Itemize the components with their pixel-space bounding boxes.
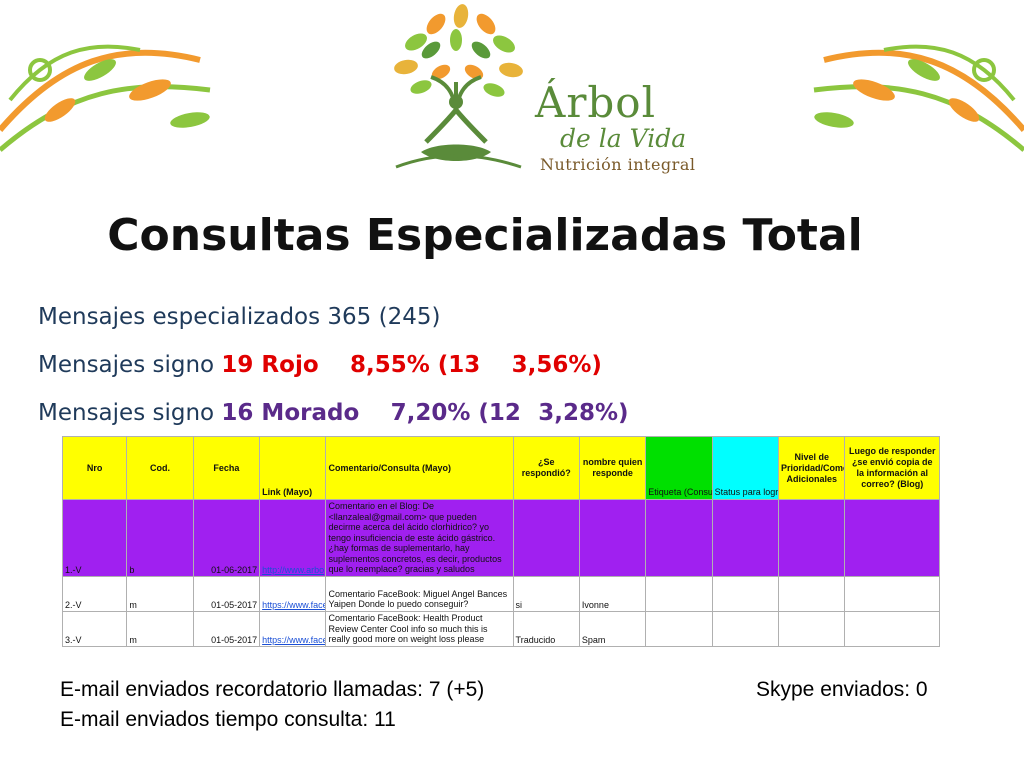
logo-tagline: Nutrición integral xyxy=(540,155,696,174)
cell-comentario: Comentario FaceBook: Health Product Revi… xyxy=(325,610,514,647)
cell-nivel xyxy=(778,610,846,647)
footer-skype: Skype enviados: 0 xyxy=(756,678,928,701)
cell-comentario: Comentario en el Blog: De <llanzaleal@gm… xyxy=(325,499,514,577)
cell-link[interactable]: http://www.arbo xyxy=(259,499,327,577)
table-row: 1.-V b 01-06-2017 http://www.arbo Coment… xyxy=(61,499,940,577)
cell-respondio: Traducido xyxy=(512,610,580,647)
stat-especializados: Mensajes especializados 365 (245) xyxy=(38,304,440,330)
header-luego: Luego de responder ¿se envió copia de la… xyxy=(844,436,940,500)
cell-cod: b xyxy=(126,499,194,577)
cell-status xyxy=(711,575,780,612)
footer-emails-llamadas: E-mail enviados recordatorio llamadas: 7… xyxy=(60,678,485,701)
stat-signo-morado-pct2: 3,28%) xyxy=(538,400,629,426)
stat-signo-rojo: Mensajes signo 19 Rojo 8,55% (13 3,56%) xyxy=(38,352,602,378)
footer-emails-consulta: E-mail enviados tiempo consulta: 11 xyxy=(60,708,396,731)
cell-fecha: 01-05-2017 xyxy=(192,610,261,647)
cell-nombre xyxy=(578,499,647,577)
cell-status xyxy=(711,610,780,647)
cell-comentario: Comentario FaceBook: Miguel Angel Bances… xyxy=(325,575,514,612)
stat-especializados-text: Mensajes especializados 365 (245) xyxy=(38,304,441,330)
header-status: Status para lograr xyxy=(711,436,780,500)
cell-status xyxy=(711,499,780,577)
cell-link[interactable]: https://www.face xyxy=(259,575,327,612)
cell-luego xyxy=(844,575,940,612)
cell-nivel xyxy=(778,575,846,612)
header-cod: Cod. xyxy=(126,436,194,500)
stat-signo-rojo-label: Mensajes signo xyxy=(38,352,215,378)
stat-signo-morado: Mensajes signo 16 Morado 7,20% (12 3,28%… xyxy=(38,400,629,426)
cell-luego xyxy=(844,499,940,577)
header-link: Link (Mayo) xyxy=(259,436,327,500)
header-nro: Nro xyxy=(61,436,128,500)
logo-subtitle: de la Vida xyxy=(560,124,687,153)
leaf-swirl-icon xyxy=(813,44,1024,152)
cell-fecha: 01-06-2017 xyxy=(192,499,261,577)
cell-link[interactable]: https://www.face xyxy=(259,610,327,647)
cell-nro: 3.-V xyxy=(61,610,128,647)
cell-fecha: 01-05-2017 xyxy=(192,575,261,612)
table-row: 2.-V m 01-05-2017 https://www.face Comen… xyxy=(61,575,940,612)
leaf-swirl-icon xyxy=(0,44,211,152)
stat-signo-morado-value: 16 Morado xyxy=(221,400,360,426)
cell-cod: m xyxy=(126,610,194,647)
cell-nombre: Ivonne xyxy=(578,575,647,612)
table-row: 3.-V m 01-05-2017 https://www.face Comen… xyxy=(61,610,940,647)
page-title: Consultas Especializadas Total xyxy=(107,210,863,261)
cell-etiqueta xyxy=(645,610,713,647)
header-etiqueta: Etiqueta (Consulta xyxy=(645,436,713,500)
stat-signo-morado-label: Mensajes signo xyxy=(38,400,215,426)
header-nombre: nombre quien responde xyxy=(578,436,647,500)
cell-nro: 1.-V xyxy=(61,499,128,577)
stat-signo-rojo-pct: 8,55% (13 xyxy=(349,352,481,378)
cell-nombre: Spam xyxy=(578,610,647,647)
cell-cod: m xyxy=(126,575,194,612)
cell-nivel xyxy=(778,499,846,577)
header-nivel: Nivel de Prioridad/Comentarios Adicional… xyxy=(778,436,846,500)
cell-respondio xyxy=(512,499,580,577)
cell-nro: 2.-V xyxy=(61,575,128,612)
header-comentario: Comentario/Consulta (Mayo) xyxy=(325,436,514,500)
header-fecha: Fecha xyxy=(192,436,261,500)
cell-etiqueta xyxy=(645,499,713,577)
tree-of-life-logo-icon xyxy=(394,4,523,169)
logo-title: Árbol xyxy=(535,78,657,127)
cell-respondio: si xyxy=(512,575,580,612)
header-respondio: ¿Se respondió? xyxy=(512,436,580,500)
stat-signo-rojo-pct2: 3,56%) xyxy=(511,352,602,378)
consultas-table: Nro Cod. Fecha Link (Mayo) Comentario/Co… xyxy=(61,436,940,647)
cell-etiqueta xyxy=(645,575,713,612)
table-header-row: Nro Cod. Fecha Link (Mayo) Comentario/Co… xyxy=(61,436,940,500)
stat-signo-morado-pct: 7,20% (12 xyxy=(390,400,521,426)
cell-luego xyxy=(844,610,940,647)
stat-signo-rojo-value: 19 Rojo xyxy=(221,352,319,378)
